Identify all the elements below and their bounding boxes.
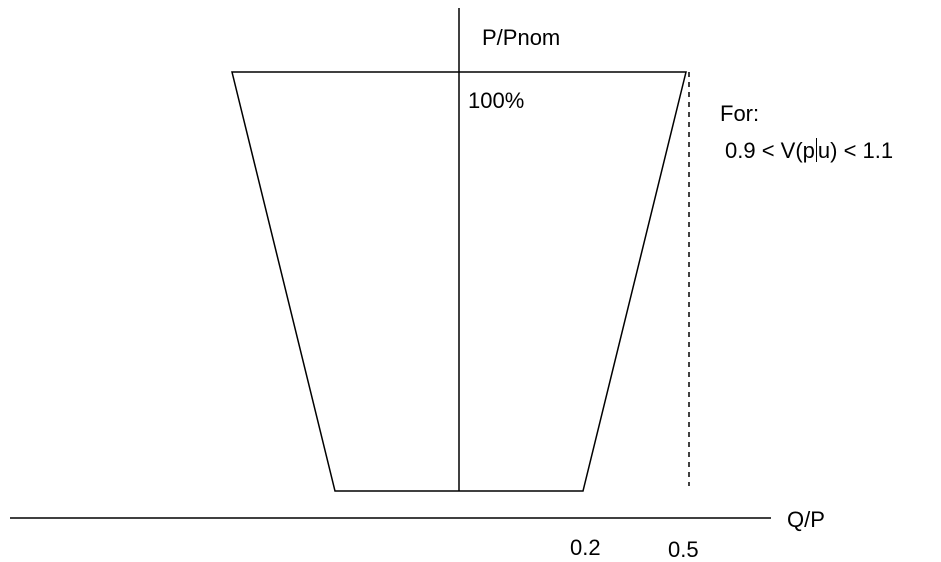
condition-text: 0.9 < V(p u) < 1.1 (725, 138, 893, 162)
x-tick-label: 0.5 (668, 537, 699, 562)
top-value-label: 100% (468, 88, 525, 113)
capability-region (231, 71, 687, 492)
y-axis-label: P/Pnom (482, 25, 561, 50)
condition-text-part2: u) < 1.1 (817, 138, 894, 163)
condition-text-part1: 0.9 < V(p (725, 138, 815, 163)
x-axis-label: Q/P (787, 507, 825, 532)
x-tick-label: 0.2 (570, 535, 601, 560)
text-cursor (815, 138, 817, 162)
condition-title: For: (720, 101, 760, 126)
